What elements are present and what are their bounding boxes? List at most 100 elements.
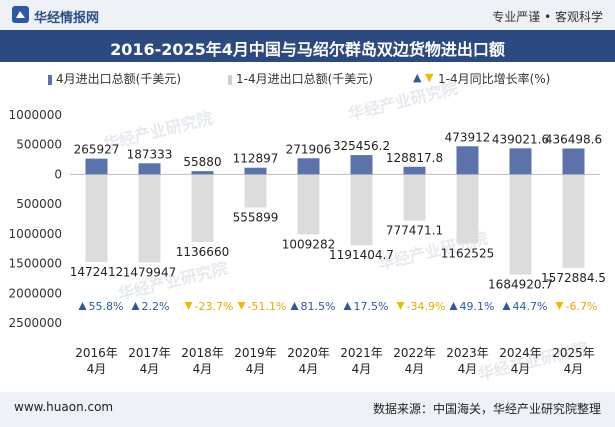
bar-cumulative-label: 1136660 [176, 245, 229, 259]
growth-label: 44.7% [513, 300, 548, 313]
bar-month-label: 265927 [74, 143, 120, 157]
x-tick-label: 2023年 [446, 346, 489, 360]
bar-cumulative-label: 555899 [233, 210, 279, 224]
footer-bar [0, 392, 615, 427]
bar-month-label: 436498.6 [545, 132, 602, 146]
y-tick-label: 1500000 [9, 257, 62, 271]
x-tick-label: 4月 [193, 362, 213, 376]
brand-name: 华经情报网 [34, 11, 100, 26]
x-tick-label: 2022年 [393, 346, 436, 360]
data-source: 数据来源：中国海关，华经产业研究院整理 [372, 402, 601, 416]
x-tick-label: 2021年 [340, 346, 383, 360]
bar-month [191, 171, 214, 175]
growth-down-marker [237, 302, 246, 310]
legend-down-triangle-icon: ▼ [425, 71, 434, 84]
y-tick-label: 2000000 [9, 286, 62, 300]
growth-label: 17.5% [354, 300, 389, 313]
x-tick-label: 2024年 [499, 346, 542, 360]
x-tick-label: 4月 [352, 362, 372, 376]
bar-cumulative [244, 174, 267, 208]
bar-chart: 华经产业研究院华经产业研究院华经产业研究院华经产业研究院华经产业研究院10000… [9, 78, 606, 384]
y-tick-label: 500000 [16, 138, 62, 152]
bar-month [403, 166, 426, 175]
legend-month: 4月进出口总额(千美元) [56, 72, 181, 86]
x-tick-label: 2018年 [181, 346, 224, 360]
bar-month-label: 128817.8 [386, 151, 443, 165]
x-tick-label: 4月 [299, 362, 319, 376]
bar-cumulative-label: 1472412 [70, 265, 123, 279]
chart-title: 2016-2025年4月中国与马绍尔群岛双边货物进出口额 [110, 40, 505, 59]
bar-cumulative [350, 174, 373, 246]
top-bar [0, 0, 615, 30]
bar-month [297, 158, 320, 175]
growth-up-marker [502, 302, 511, 310]
y-tick-label: 500000 [16, 197, 62, 211]
bar-cumulative-label: 777471.1 [386, 224, 443, 238]
growth-up-marker [290, 302, 299, 310]
bar-cumulative-label: 1009282 [282, 237, 335, 251]
y-tick-label: 2500000 [9, 316, 62, 330]
bar-cumulative-label: 1191404.7 [329, 248, 394, 262]
bar-cumulative-label: 1572884.5 [541, 271, 606, 285]
legend-growth: 1-4月同比增长率(%) [438, 72, 551, 86]
bar-month-label: 271906 [286, 142, 332, 156]
x-tick-label: 2019年 [234, 346, 277, 360]
legend-cumulative: 1-4月进出口总额(千美元) [236, 72, 373, 86]
bar-cumulative-label: 1684920.7 [488, 278, 553, 292]
bar-month-label: 473912 [445, 130, 491, 144]
y-tick-label: 1000000 [9, 108, 62, 122]
legend-swatch-cumulative [228, 75, 232, 85]
x-tick-label: 2020年 [287, 346, 330, 360]
x-tick-label: 2025年 [552, 346, 595, 360]
bar-cumulative [85, 174, 108, 262]
bar-cumulative [297, 174, 320, 235]
bar-cumulative-label: 1479947 [123, 265, 176, 279]
bar-cumulative [562, 174, 585, 268]
bar-month-label: 187333 [127, 147, 173, 161]
growth-label: -34.9% [407, 300, 446, 313]
growth-up-marker [131, 302, 140, 310]
growth-label: -6.7% [566, 300, 598, 313]
x-tick-label: 4月 [246, 362, 266, 376]
growth-label: 55.8% [89, 300, 124, 313]
site-url: www.huaon.com [14, 400, 114, 414]
bar-month [244, 167, 267, 175]
x-tick-label: 4月 [87, 362, 107, 376]
bar-month [85, 158, 108, 175]
title-bar [0, 30, 615, 62]
x-tick-label: 2016年 [75, 346, 118, 360]
growth-down-marker [184, 302, 193, 310]
bar-cumulative [138, 174, 161, 263]
x-tick-label: 4月 [458, 362, 478, 376]
x-tick-label: 4月 [405, 362, 425, 376]
growth-down-marker [396, 302, 405, 310]
growth-label: -23.7% [195, 300, 234, 313]
growth-up-marker [78, 302, 87, 310]
y-tick-label: 1000000 [9, 227, 62, 241]
bar-cumulative-label: 1162525 [441, 247, 494, 261]
bar-month [456, 146, 479, 175]
bar-cumulative [509, 174, 532, 275]
bar-month [509, 148, 532, 175]
x-tick-label: 4月 [511, 362, 531, 376]
bar-month-label: 325456.2 [333, 139, 390, 153]
bar-month [350, 155, 373, 175]
bar-month-label: 55880 [183, 155, 221, 169]
y-tick-label: 0 [54, 167, 62, 181]
tagline: 专业严谨 • 客观科学 [492, 10, 603, 24]
growth-label: 2.2% [142, 300, 170, 313]
bar-month-label: 439021.6 [492, 132, 549, 146]
growth-label: 81.5% [301, 300, 336, 313]
x-tick-label: 2017年 [128, 346, 171, 360]
bar-month-label: 112897 [233, 152, 279, 166]
x-tick-label: 4月 [564, 362, 584, 376]
bar-cumulative [191, 174, 214, 242]
legend-swatch-month [48, 75, 52, 85]
legend-up-triangle-icon: ▲ [413, 71, 422, 84]
x-tick-label: 4月 [140, 362, 160, 376]
growth-up-marker [449, 302, 458, 310]
watermark-1: 华经产业研究院 [346, 78, 459, 124]
huajing-logo-icon [12, 6, 29, 23]
growth-down-marker [555, 302, 564, 310]
bar-cumulative [403, 174, 426, 221]
